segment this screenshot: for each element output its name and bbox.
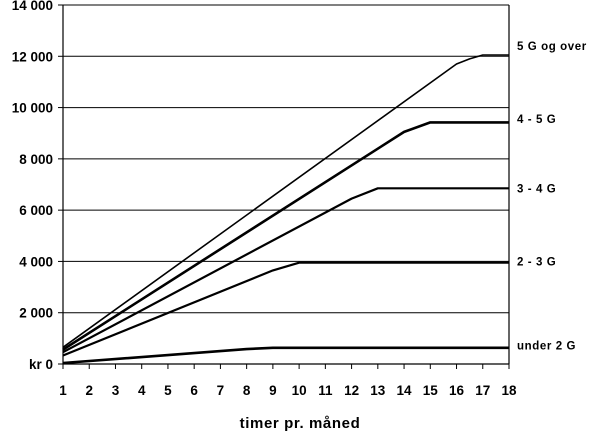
y-tick-label: kr 0 <box>29 357 53 372</box>
series-line-0 <box>62 54 509 348</box>
series-labels: 5 G og over 4 - 5 G 3 - 4 G 2 - 3 G under 2 … <box>517 41 587 352</box>
x-axis-label: timer pr. måned <box>240 415 361 431</box>
x-tick-label: 16 <box>449 383 465 398</box>
series-line-4 <box>62 346 509 365</box>
y-tick-label: 12 000 <box>12 49 53 64</box>
y-tick-label: 10 000 <box>12 101 53 116</box>
series-label-2: 3 - 4 G <box>517 183 556 195</box>
series-line-3 <box>62 261 509 357</box>
x-tick-label: 8 <box>243 383 251 398</box>
x-tick-label: 13 <box>370 383 386 398</box>
x-tick-label: 4 <box>138 383 146 398</box>
x-tick-label: 17 <box>475 383 490 398</box>
y-tick-labels: kr 0 2 000 4 000 6 000 8 000 10 000 12 000 14 0… <box>12 0 53 372</box>
y-tick-label: 14 000 <box>12 0 53 13</box>
x-tick-label: 11 <box>318 383 333 398</box>
x-tick-label: 12 <box>344 383 359 398</box>
x-tick-labels: 1 2 3 4 5 6 7 8 9 10 11 12 13 14 15 16 17 18 <box>59 383 517 398</box>
series-lines <box>62 54 509 365</box>
x-tick-label: 1 <box>59 383 67 398</box>
x-tick-label: 7 <box>217 383 225 398</box>
series-label-0: 5 G og over <box>517 41 587 53</box>
y-tick-label: 8 000 <box>19 152 53 167</box>
y-tick-label: 2 000 <box>19 306 53 321</box>
y-tick-label: 6 000 <box>19 203 53 218</box>
series-label-4: under 2 G <box>517 340 576 352</box>
x-tick-label: 9 <box>269 383 277 398</box>
x-tick-label: 14 <box>397 383 413 398</box>
x-tick-label: 18 <box>501 383 517 398</box>
series-label-3: 2 - 3 G <box>517 256 556 268</box>
series-line-1 <box>62 121 509 351</box>
x-tick-label: 2 <box>85 383 93 398</box>
x-tick-label: 10 <box>292 383 307 398</box>
gridlines <box>63 4 509 314</box>
x-tick-label: 3 <box>112 383 120 398</box>
axes <box>58 4 510 369</box>
x-tick-label: 5 <box>164 383 172 398</box>
y-tick-label: 4 000 <box>19 254 53 269</box>
series-label-1: 4 - 5 G <box>517 114 556 126</box>
series-line-2 <box>62 187 509 354</box>
x-tick-label: 15 <box>423 383 439 398</box>
x-tick-label: 6 <box>190 383 198 398</box>
